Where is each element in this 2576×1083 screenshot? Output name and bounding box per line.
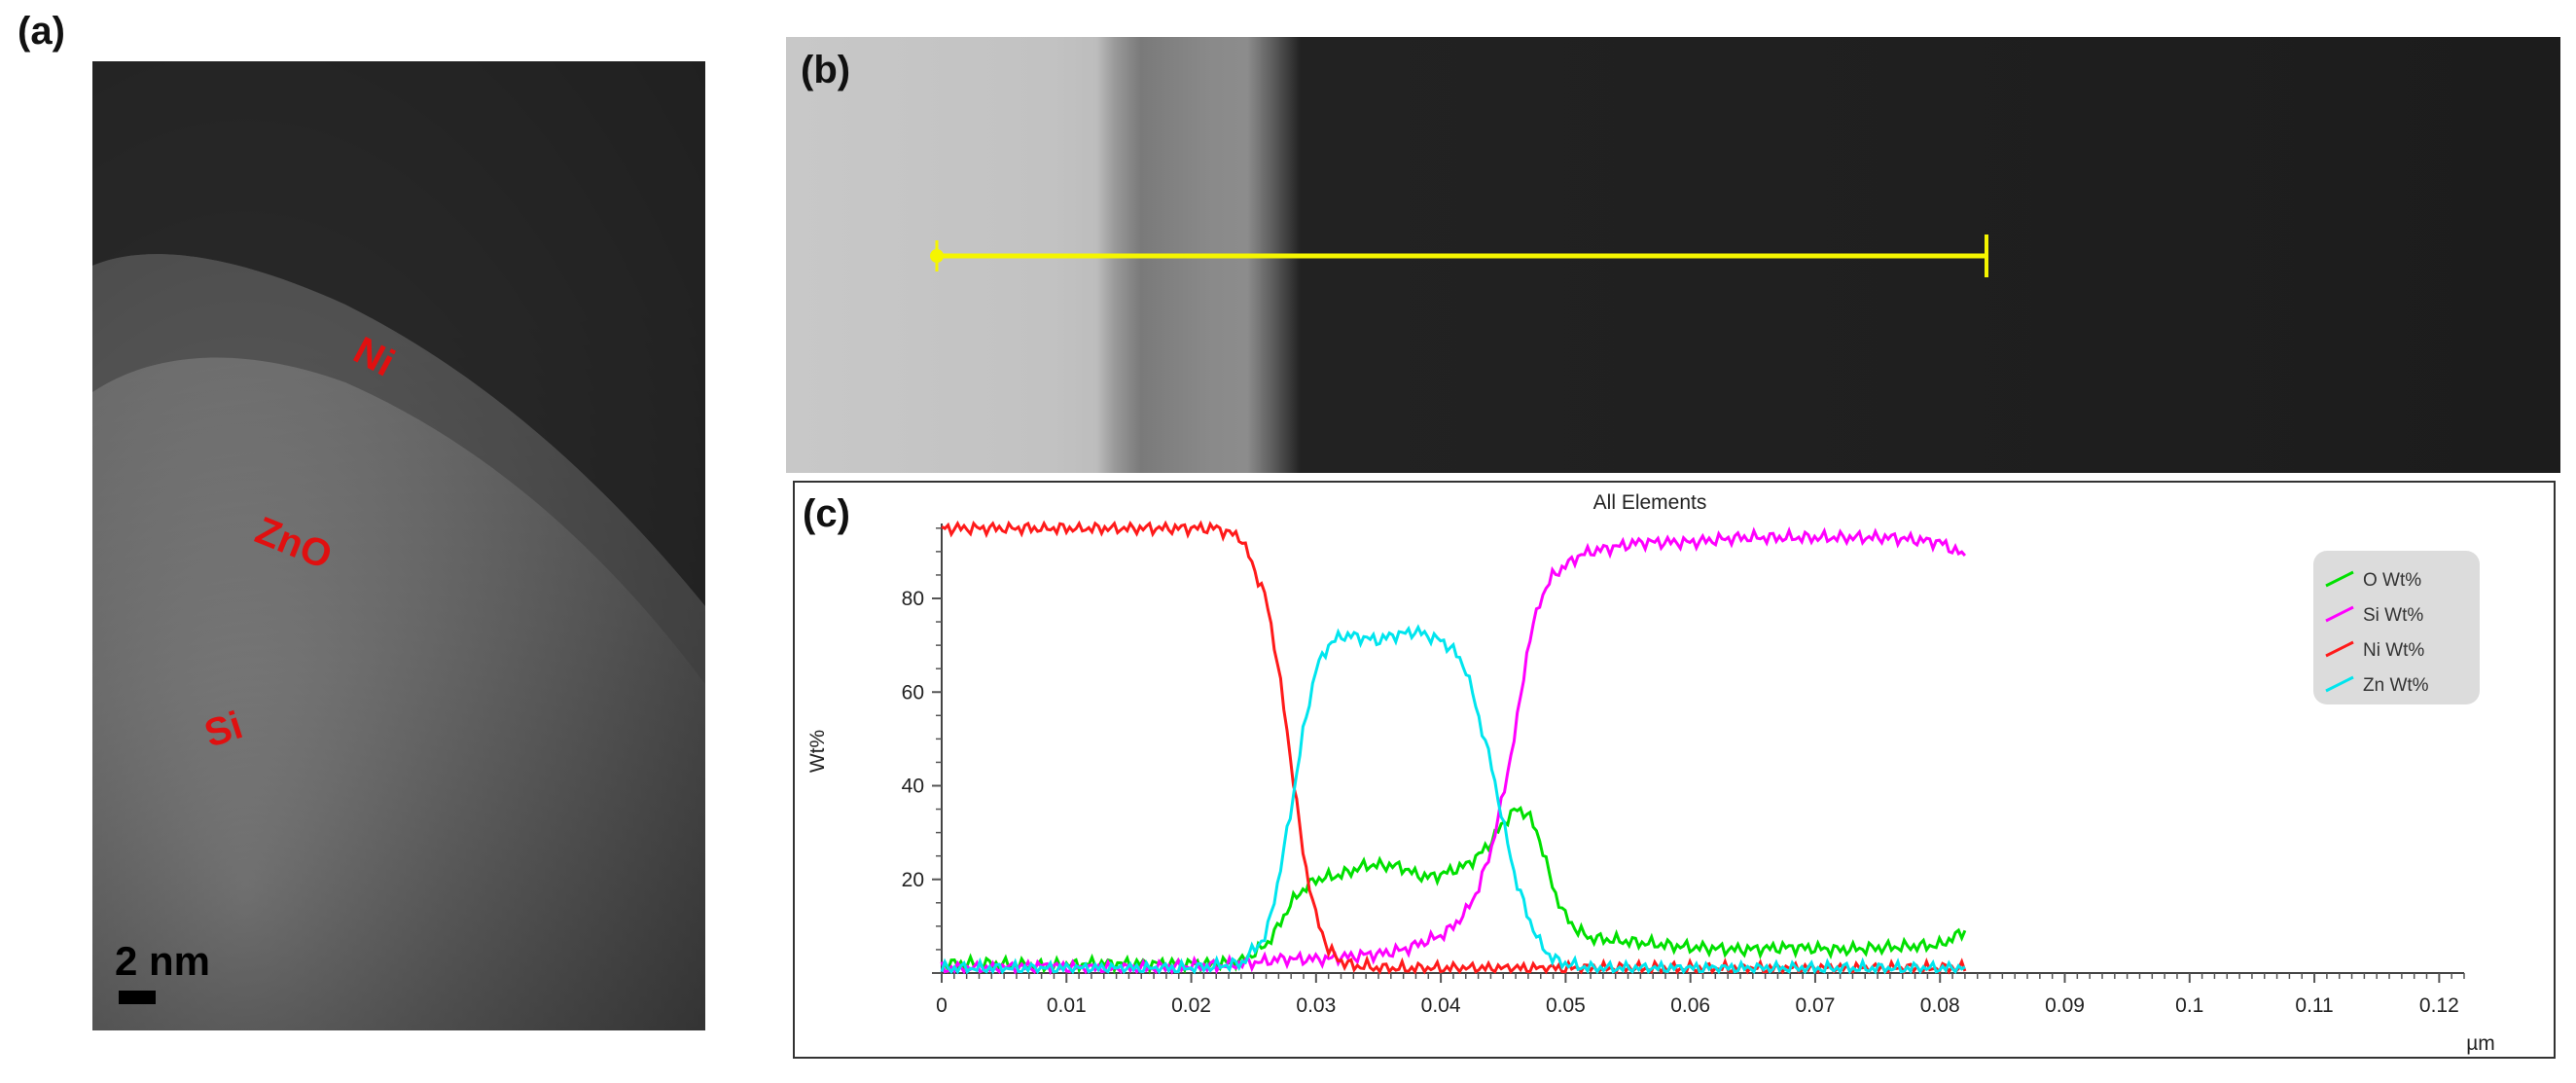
tem-image: Ni ZnO Si	[92, 61, 705, 1030]
line-scan-overlay	[930, 235, 1988, 277]
series-line-zn	[940, 624, 1966, 975]
chart-title: All Elements	[1593, 491, 1707, 514]
legend-swatch	[2325, 675, 2354, 693]
x-tick-label: 0.09	[2045, 994, 2085, 1017]
legend-swatch	[2325, 605, 2354, 623]
x-tick-label: 0.12	[2419, 994, 2459, 1017]
chart-xlabel: µm	[2466, 1032, 2495, 1055]
x-tick-label: 0.07	[1796, 994, 1836, 1017]
legend-label: Ni Wt%	[2363, 640, 2424, 661]
series-line-o	[941, 805, 1967, 975]
legend-label: Si Wt%	[2363, 605, 2423, 626]
panel-a-letter: (a)	[18, 10, 65, 53]
legend-swatch	[2325, 640, 2354, 658]
legend-swatch	[2325, 570, 2354, 588]
stem-image	[786, 37, 2560, 473]
series-line-ni	[941, 520, 1967, 975]
eds-line-profile-chart: All Elements Wt% µm 0 0.01 0.02 0.03 0.04 0.0…	[793, 481, 2556, 1059]
scale-bar	[119, 991, 156, 1004]
panel-c-letter: (c)	[803, 492, 850, 535]
panel-b-letter: (b)	[801, 49, 851, 91]
x-tick-label: 0.11	[2295, 994, 2333, 1017]
legend-box	[2313, 551, 2480, 704]
chart-ylabel: Wt%	[806, 730, 829, 773]
ni-layer-region	[92, 61, 705, 684]
chart-legend: O Wt% Si Wt% Ni Wt% Zn Wt%	[2313, 551, 2480, 704]
y-tick-label: 20	[902, 869, 924, 891]
y-tick-label: 60	[902, 681, 924, 704]
x-tick-label: 0.01	[1047, 994, 1087, 1017]
legend-label: Zn Wt%	[2363, 675, 2429, 696]
chart-axes	[932, 523, 2465, 983]
x-tick-label: 0.04	[1421, 994, 1461, 1017]
y-tick-label: 80	[902, 588, 924, 610]
x-tick-label: 0.08	[1920, 994, 1960, 1017]
x-tick-label: 0.02	[1171, 994, 1211, 1017]
chart-series	[940, 520, 1967, 976]
y-tick-label: 40	[902, 776, 924, 798]
x-tick-label: 0.1	[2175, 994, 2203, 1017]
scale-bar-label: 2 nm	[115, 938, 211, 984]
x-tick-label: 0	[936, 994, 948, 1017]
legend-label: O Wt%	[2363, 570, 2421, 591]
x-tick-label: 0.05	[1546, 994, 1586, 1017]
x-tick-label: 0.06	[1670, 994, 1710, 1017]
chart-svg: All Elements Wt% µm 0 0.01 0.02 0.03 0.04 0.0…	[806, 491, 2495, 1055]
y-tick-labels: 20 40 60 80	[902, 588, 924, 891]
x-tick-labels: 0 0.01 0.02 0.03 0.04 0.05 0.06 0.07 0.08 0.09 0.1…	[936, 994, 2459, 1017]
series-line-si	[940, 525, 1967, 976]
x-tick-label: 0.03	[1296, 994, 1336, 1017]
